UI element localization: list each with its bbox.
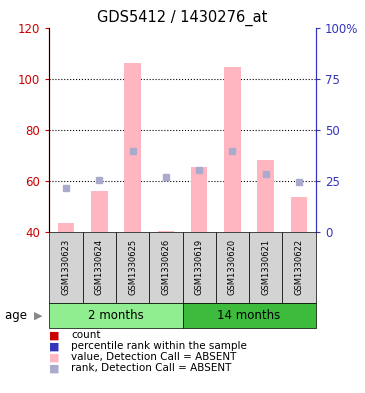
Text: count: count <box>71 330 101 340</box>
Text: GSM1330626: GSM1330626 <box>161 239 170 296</box>
Bar <box>49 232 82 303</box>
Bar <box>58 223 74 232</box>
Text: GSM1330625: GSM1330625 <box>128 239 137 295</box>
Bar <box>82 232 116 303</box>
Bar <box>291 197 307 232</box>
Text: percentile rank within the sample: percentile rank within the sample <box>71 341 247 351</box>
Text: GSM1330620: GSM1330620 <box>228 239 237 295</box>
Text: ■: ■ <box>49 352 60 362</box>
Bar <box>149 232 182 303</box>
Text: GSM1330621: GSM1330621 <box>261 239 270 295</box>
Bar <box>116 232 149 303</box>
Text: rank, Detection Call = ABSENT: rank, Detection Call = ABSENT <box>71 363 231 373</box>
Text: ■: ■ <box>49 330 60 340</box>
Text: GSM1330619: GSM1330619 <box>195 239 204 295</box>
Text: GSM1330623: GSM1330623 <box>61 239 70 296</box>
Text: ■: ■ <box>49 363 60 373</box>
Bar <box>158 231 174 232</box>
Bar <box>249 232 283 303</box>
Bar <box>182 232 216 303</box>
Text: 14 months: 14 months <box>218 309 281 322</box>
Text: GSM1330622: GSM1330622 <box>295 239 304 295</box>
Text: age: age <box>5 309 31 322</box>
Bar <box>224 67 241 232</box>
Bar <box>216 232 249 303</box>
Bar <box>182 303 316 328</box>
Text: 2 months: 2 months <box>88 309 144 322</box>
Bar <box>124 63 141 232</box>
Bar <box>283 232 316 303</box>
Text: value, Detection Call = ABSENT: value, Detection Call = ABSENT <box>71 352 237 362</box>
Bar <box>191 167 207 232</box>
Bar <box>91 191 108 232</box>
Bar <box>257 160 274 232</box>
Text: GSM1330624: GSM1330624 <box>95 239 104 295</box>
Bar <box>49 303 182 328</box>
Text: GDS5412 / 1430276_at: GDS5412 / 1430276_at <box>97 10 268 26</box>
Text: ▶: ▶ <box>34 310 42 320</box>
Text: ■: ■ <box>49 341 60 351</box>
